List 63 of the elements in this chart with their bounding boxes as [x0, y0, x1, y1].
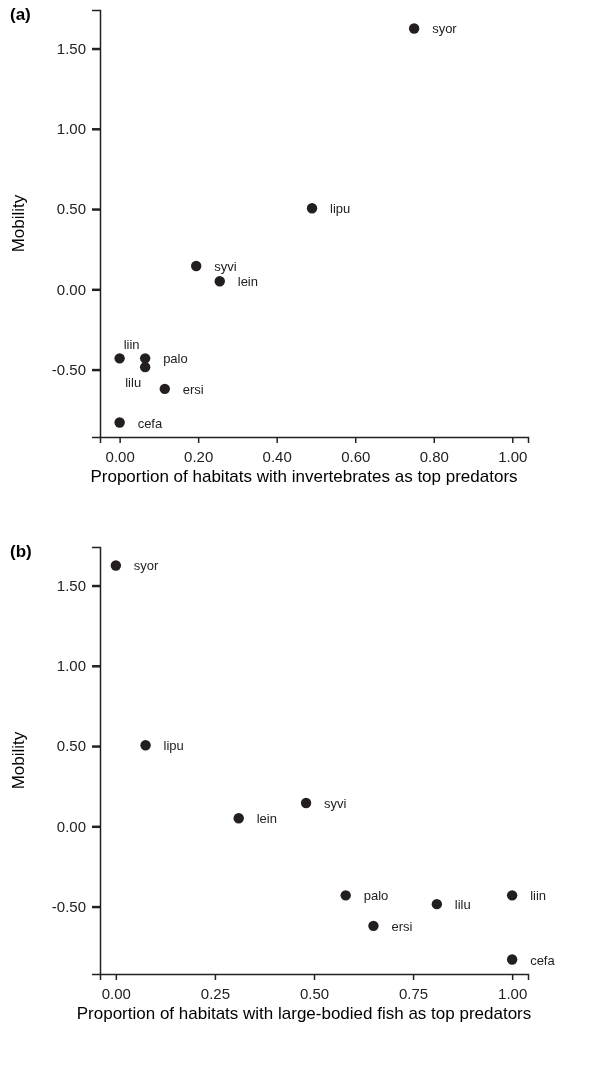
- point: [114, 417, 125, 428]
- x-tick-label: 1.00: [498, 984, 528, 1002]
- y-tick-label: 0.00: [56, 817, 86, 835]
- annotation: palo: [363, 888, 389, 904]
- x-axis-title: Proportion of habitats with invertebrates as top predators: [90, 467, 518, 486]
- x-tick-label: 0.60: [341, 447, 371, 465]
- point: [214, 276, 225, 287]
- annotation: cefa: [530, 952, 556, 968]
- point: [340, 890, 351, 901]
- annotation: syvi: [214, 259, 237, 275]
- x-axis-title: Proportion of habitats with large-bodied fish as top predators: [76, 1004, 532, 1023]
- annotation: lilu: [454, 897, 471, 913]
- annotation: cefa: [137, 415, 163, 431]
- chart-title: (b): [10, 542, 32, 561]
- x-tick-label: 0.50: [299, 984, 330, 1002]
- point: [300, 797, 312, 809]
- annotation: lipu: [163, 738, 184, 754]
- annotation: lein: [237, 274, 259, 290]
- annotation: liin: [123, 337, 140, 353]
- point: [506, 954, 518, 965]
- point: [408, 23, 420, 34]
- x-tick-label: 0.25: [200, 984, 231, 1002]
- chart-title: (a): [10, 5, 31, 24]
- annotation: lipu: [330, 201, 351, 217]
- x-tick-label: 1.00: [498, 447, 528, 465]
- point: [110, 560, 122, 571]
- annotation: liin: [530, 888, 547, 904]
- point: [139, 361, 151, 373]
- y-tick-label: 0.50: [56, 200, 86, 218]
- y-tick-label: 0.00: [56, 280, 86, 298]
- y-tick-label: -0.50: [51, 897, 86, 915]
- x-tick-label: 0.80: [419, 447, 449, 465]
- annotation: syvi: [324, 796, 347, 812]
- point: [114, 353, 125, 364]
- annotation: lilu: [125, 375, 142, 391]
- y-tick-label: -0.50: [51, 360, 86, 378]
- point: [159, 383, 170, 395]
- y-tick-label: 1.00: [56, 120, 86, 138]
- y-tick-label: 1.00: [56, 657, 86, 675]
- annotation: syor: [133, 558, 160, 574]
- x-tick-label: 0.00: [101, 984, 131, 1002]
- y-tick-label: 1.50: [56, 39, 86, 57]
- point: [431, 898, 443, 910]
- point: [506, 890, 518, 901]
- point: [233, 813, 244, 824]
- point: [191, 260, 202, 272]
- y-axis-title: Mobility: [9, 194, 28, 253]
- x-tick-label: 0.20: [184, 447, 214, 465]
- annotation: lein: [256, 811, 277, 827]
- y-axis-title: Mobility: [9, 731, 28, 790]
- point: [139, 353, 151, 364]
- y-tick-label: 1.50: [56, 576, 86, 594]
- annotation: ersi: [182, 381, 204, 397]
- point: [368, 920, 379, 932]
- point: [140, 740, 151, 751]
- point: [306, 203, 318, 214]
- x-tick-label: 0.00: [105, 447, 135, 465]
- x-tick-label: 0.75: [398, 984, 429, 1002]
- annotation: ersi: [391, 918, 413, 934]
- y-tick-label: 0.50: [56, 737, 86, 755]
- annotation: palo: [163, 351, 188, 367]
- x-tick-label: 0.40: [262, 447, 292, 465]
- annotation: syor: [432, 21, 458, 37]
